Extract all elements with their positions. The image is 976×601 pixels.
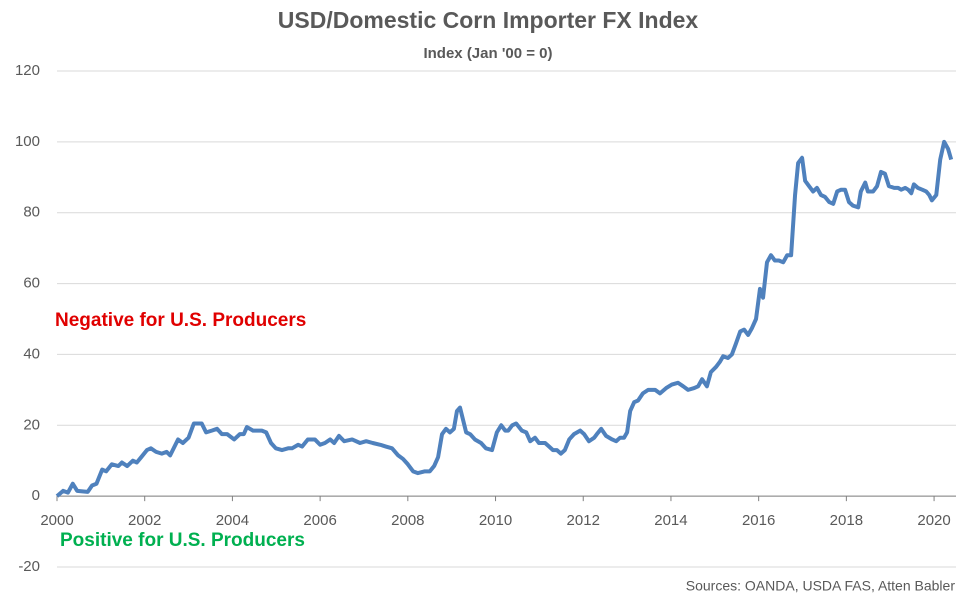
data-line xyxy=(55,139,954,498)
chart-title: USD/Domestic Corn Importer FX Index xyxy=(278,7,699,33)
source: Sources: OANDA, USDA FAS, Atten Babler xyxy=(686,578,956,594)
annotation: Negative for U.S. Producers xyxy=(55,310,306,331)
x-tick-label: 2004 xyxy=(216,512,249,529)
x-tick-label: 2018 xyxy=(830,512,863,529)
x-tick-label: 2010 xyxy=(479,512,512,529)
x-tick-label: 2014 xyxy=(654,512,687,529)
x-tick-label: 2012 xyxy=(567,512,600,529)
y-tick-label: 80 xyxy=(23,204,40,221)
x-tick-label: 2016 xyxy=(742,512,775,529)
annotation: Positive for U.S. Producers xyxy=(60,530,305,551)
y-tick-label: -20 xyxy=(18,558,40,575)
x-tick-label: 2008 xyxy=(391,512,424,529)
y-tick-label: 20 xyxy=(23,416,40,433)
y-tick-label: 100 xyxy=(15,133,40,150)
y-tick-label: 40 xyxy=(23,345,40,362)
y-tick-label: 0 xyxy=(32,487,40,504)
x-tick-label: 2020 xyxy=(917,512,950,529)
x-tick-label: 2002 xyxy=(128,512,161,529)
y-tick-label: 60 xyxy=(23,275,40,292)
x-tick-label: 2006 xyxy=(303,512,336,529)
y-tick-label: 120 xyxy=(15,62,40,79)
chart-subtitle: Index (Jan '00 = 0) xyxy=(423,45,552,62)
x-tick-label: 2000 xyxy=(40,512,73,529)
